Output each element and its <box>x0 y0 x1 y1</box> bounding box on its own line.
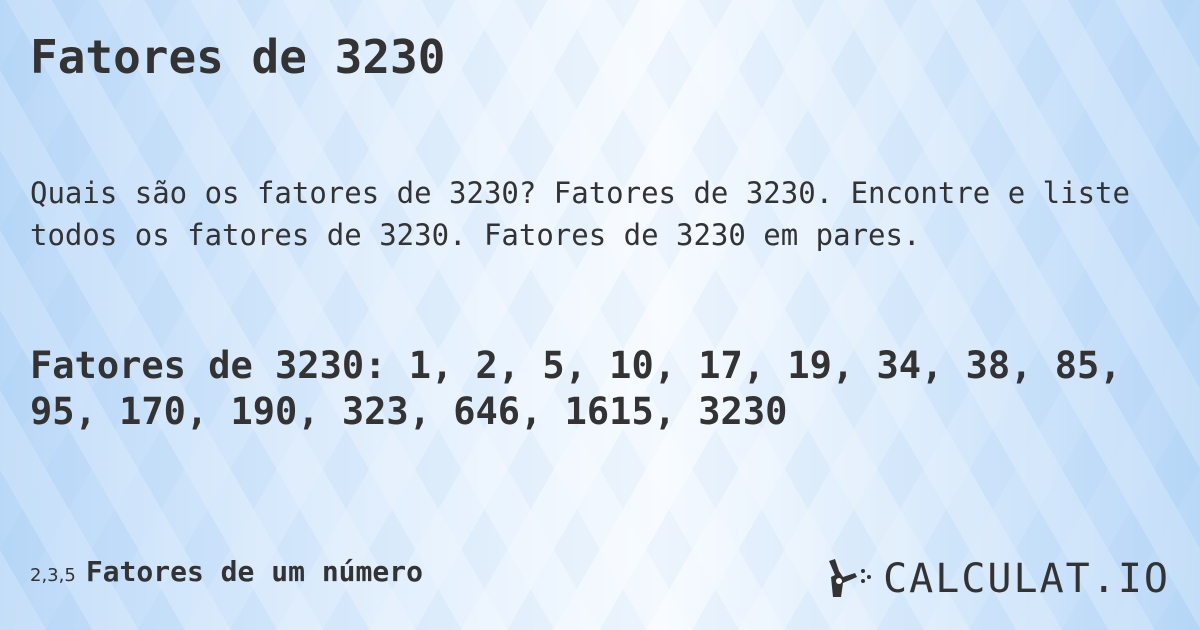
description: Quais são os fatores de 3230? Fatores de… <box>30 176 1130 252</box>
factors-list: Fatores de 3230: 1, 2, 5, 10, 17, 19, 34… <box>30 344 1122 433</box>
logo[interactable]: CALCULAT.IO <box>823 556 1170 602</box>
logo-text: CALCULAT.IO <box>883 556 1170 602</box>
magic-hand-icon <box>829 559 872 597</box>
page-title: Fatores de 3230 <box>30 30 446 84</box>
category-link[interactable]: 2,3,5 Fatores de um número <box>30 555 423 588</box>
category-label: Fatores de um número <box>85 555 423 588</box>
factors-icon: 2,3,5 <box>30 565 76 586</box>
